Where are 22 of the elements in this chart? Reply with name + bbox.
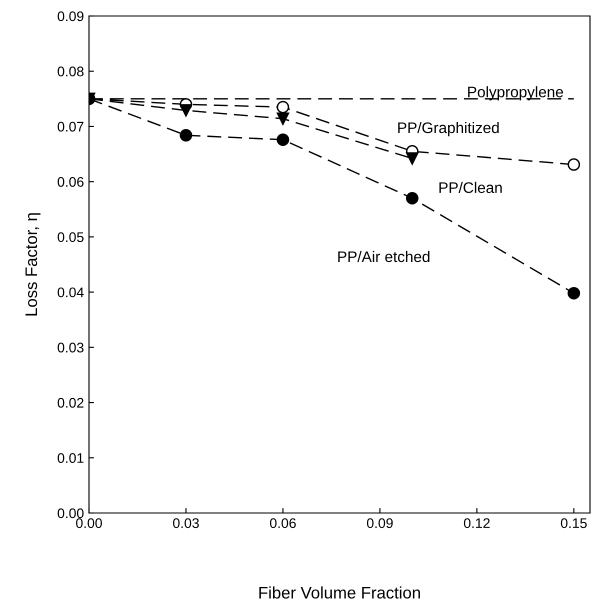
series-label: PP/Graphitized	[398, 122, 499, 136]
y-tick-label: 0.07	[58, 122, 84, 132]
x-tick-label: 0.06	[270, 518, 296, 528]
x-axis-title: Fiber Volume Fraction	[259, 586, 420, 599]
y-tick-label: 0.01	[58, 453, 84, 463]
y-tick-label: 0.04	[58, 287, 84, 298]
y-tick-label: 0.03	[58, 342, 84, 353]
x-tick-label: 0.00	[76, 518, 102, 528]
annotation: PP/Clean	[439, 182, 502, 194]
y-tick-label: 0.02	[58, 398, 84, 408]
x-tick-label: 0.12	[464, 518, 490, 528]
y-tick-label: 0.05	[58, 232, 84, 242]
x-tick-label: 0.15	[560, 518, 587, 528]
y-tick-label: 0.00	[58, 508, 84, 518]
annotation: PP/Air etched	[338, 250, 430, 262]
series-label: Polypropylene	[468, 86, 564, 100]
y-tick-label: 0.09	[58, 11, 84, 22]
y-axis-title: Loss Factor, η	[26, 213, 40, 316]
y-tick-label: 0.08	[58, 66, 84, 76]
x-tick-label: 0.03	[172, 518, 199, 528]
y-tick-label: 0.06	[58, 177, 84, 187]
x-tick-label: 0.09	[366, 518, 393, 528]
